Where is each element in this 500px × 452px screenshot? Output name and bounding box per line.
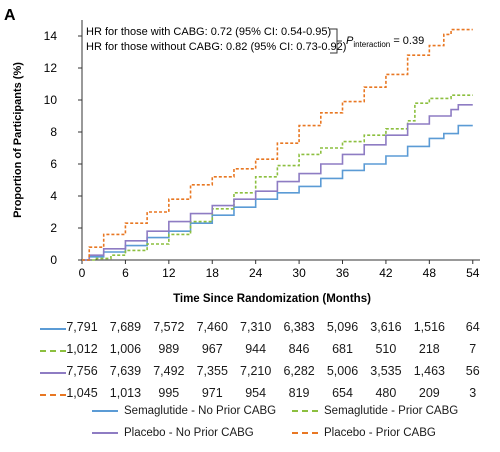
legend-swatch [292, 409, 318, 412]
risk-cell: 7,791 [66, 320, 98, 334]
number-at-risk-table: 7,791 7,689 7,572 7,460 7,310 6,383 5,096 3,616… [34, 318, 494, 406]
risk-cell: 6,383 [283, 320, 315, 334]
legend-item: Semaglutide - Prior CABG [292, 402, 458, 420]
risk-row-swatch [40, 350, 66, 352]
risk-cell: 989 [158, 342, 180, 356]
p-symbol: P [346, 35, 354, 47]
risk-cell: 5,006 [326, 364, 359, 378]
risk-cell: 64 [465, 320, 480, 334]
risk-cell: 7,639 [109, 364, 142, 378]
series-line-2 [82, 94, 473, 261]
y-tick-label: 8 [50, 125, 57, 139]
legend-label: Semaglutide - No Prior CABG [124, 405, 277, 417]
series-line-3 [82, 104, 473, 261]
risk-cell: 954 [245, 386, 267, 400]
x-tick-label: 18 [206, 266, 220, 280]
x-tick-label: 54 [466, 266, 480, 280]
y-tick-label: 6 [50, 157, 57, 171]
risk-row: 1,045 1,013 995 971 954 819 654 480 209 3 [34, 384, 494, 406]
hr-without-cabg: HR for those without CABG: 0.82 (95% CI:… [86, 41, 346, 53]
series-line-4 [82, 28, 473, 261]
bracket [330, 28, 342, 54]
x-tick-label: 0 [79, 266, 86, 280]
risk-cell: 1,012 [66, 342, 98, 356]
legend-item: Semaglutide - No Prior CABG [92, 402, 276, 420]
risk-cell: 3,535 [370, 364, 402, 378]
risk-cell: 681 [332, 342, 353, 356]
x-tick-label: 30 [292, 266, 306, 280]
risk-cell: 1,516 [413, 320, 445, 334]
y-tick-label: 2 [50, 221, 57, 235]
x-tick-label: 12 [162, 266, 176, 280]
legend-swatch [92, 431, 118, 434]
y-tick-label: 10 [44, 93, 58, 107]
risk-cell: 1,013 [109, 386, 142, 400]
risk-row: 1,012 1,006 989 967 944 846 681 510 218 7 [34, 340, 494, 362]
legend-swatch [92, 409, 118, 412]
p-subscript: interaction [353, 40, 390, 49]
risk-cell: 967 [201, 342, 223, 356]
legend-item: Placebo - Prior CABG [292, 424, 436, 442]
risk-cell: 846 [288, 342, 310, 356]
legend-swatch [292, 431, 318, 434]
series-lines [82, 28, 473, 261]
risk-cell: 56 [465, 364, 480, 378]
hr-with-cabg: HR for those with CABG: 0.72 (95% CI: 0.… [86, 26, 331, 38]
risk-row-swatch [40, 372, 66, 374]
risk-cell: 7,355 [196, 364, 228, 378]
x-tick-label: 48 [423, 266, 437, 280]
legend-label: Placebo - Prior CABG [324, 427, 436, 439]
risk-cell: 654 [332, 386, 353, 400]
x-tick-label: 24 [249, 266, 263, 280]
risk-cell: 7 [469, 342, 477, 356]
legend-label: Semaglutide - Prior CABG [324, 405, 459, 417]
risk-cell: 480 [375, 386, 397, 400]
risk-cell: 6,282 [283, 364, 315, 378]
risk-cell: 971 [201, 386, 223, 400]
x-tick-label: 36 [336, 266, 350, 280]
risk-row-swatch [40, 328, 66, 330]
risk-cell: 7,310 [240, 320, 272, 334]
legend-item: Placebo - No Prior CABG [92, 424, 254, 442]
risk-cell: 1,006 [109, 342, 142, 356]
y-tick-label: 12 [44, 61, 58, 75]
x-tick-label: 6 [122, 266, 129, 280]
risk-cell: 1,463 [413, 364, 445, 378]
p-interaction: Pinteraction = 0.39 [346, 35, 424, 49]
risk-cell: 995 [158, 386, 180, 400]
risk-row: 7,791 7,689 7,572 7,460 7,310 6,383 5,096 3,616… [34, 318, 494, 340]
risk-cell: 5,096 [326, 320, 359, 334]
y-axis-label: Proportion of Participants (%) [12, 62, 24, 218]
y-tick-label: 4 [50, 189, 57, 203]
risk-cell: 3 [469, 386, 477, 400]
y-tick-label: 0 [50, 253, 57, 267]
risk-cell: 3,616 [370, 320, 402, 334]
risk-cell: 510 [375, 342, 397, 356]
risk-cell: 1,045 [66, 386, 98, 400]
y-tick-label: 14 [44, 29, 58, 43]
hr-annotation: HR for those with CABG: 0.72 (95% CI: 0.… [86, 26, 424, 54]
risk-row: 7,756 7,639 7,492 7,355 7,210 6,282 5,006 3,535… [34, 362, 494, 384]
risk-cell: 218 [418, 342, 440, 356]
risk-cell: 209 [418, 386, 440, 400]
risk-cell: 7,460 [196, 320, 228, 334]
x-axis-label: Time Since Randomization (Months) [173, 293, 371, 305]
risk-cell: 7,756 [66, 364, 98, 378]
risk-cell: 7,210 [240, 364, 272, 378]
x-tick-label: 42 [379, 266, 393, 280]
risk-cell: 7,572 [153, 320, 185, 334]
legend-label: Placebo - No Prior CABG [124, 427, 254, 439]
p-value: = 0.39 [390, 35, 424, 47]
risk-cell: 944 [245, 342, 267, 356]
panel-label: A [4, 7, 16, 24]
risk-cell: 819 [288, 386, 310, 400]
risk-cell: 7,689 [109, 320, 142, 334]
legend: Semaglutide - No Prior CABG Semaglutide -… [92, 402, 492, 446]
risk-cell: 7,492 [153, 364, 185, 378]
series-line-1 [82, 124, 473, 261]
risk-row-swatch [40, 394, 66, 396]
